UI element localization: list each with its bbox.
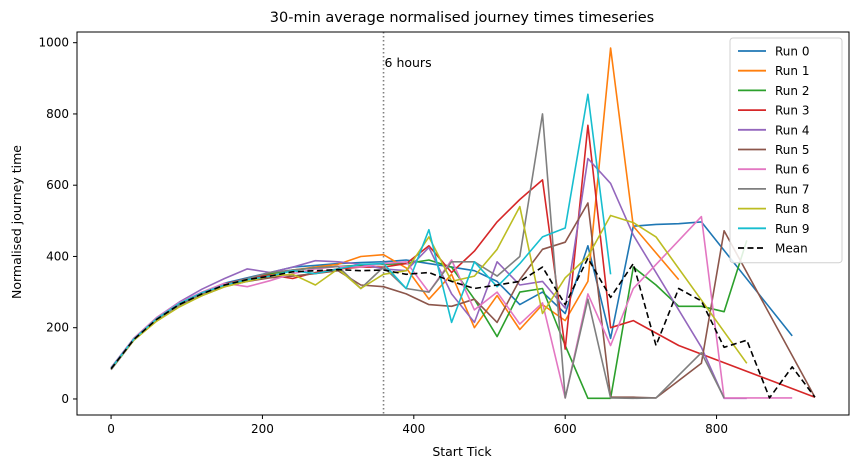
y-tick-label: 0 [61, 392, 69, 406]
legend-label: Run 6 [775, 163, 809, 177]
legend-label: Run 9 [775, 222, 809, 236]
plot-frame [76, 31, 850, 416]
x-tick-label: 600 [554, 422, 577, 436]
series-line-run-9 [110, 93, 612, 369]
legend-label: Run 4 [775, 123, 809, 137]
legend-box [729, 37, 843, 264]
legend-label: Run 3 [775, 104, 809, 118]
series-line-mean [110, 257, 816, 399]
legend-label: Run 2 [775, 84, 809, 98]
legend-label: Mean [775, 242, 808, 256]
y-tick-label: 800 [46, 107, 69, 121]
series-line-run-6 [110, 215, 793, 399]
chart-title: 30-min average normalised journey times … [270, 10, 654, 26]
x-axis-label: Start Tick [432, 444, 492, 459]
legend-label: Run 0 [775, 45, 809, 59]
y-tick-label: 400 [46, 249, 69, 263]
y-tick-label: 200 [46, 321, 69, 335]
legend-label: Run 8 [775, 202, 809, 216]
x-tick-label: 400 [402, 422, 425, 436]
y-tick-label: 600 [46, 178, 69, 192]
legend-label: Run 1 [775, 64, 809, 78]
legend-label: Run 7 [775, 182, 809, 196]
six-hour-annotation: 6 hours [385, 55, 432, 70]
y-axis-label: Normalised journey time [9, 145, 24, 299]
y-tick-label: 1000 [38, 36, 69, 50]
x-tick-label: 0 [107, 422, 115, 436]
x-tick-label: 800 [705, 422, 728, 436]
legend-label: Run 5 [775, 143, 809, 157]
x-tick-label: 200 [251, 422, 274, 436]
